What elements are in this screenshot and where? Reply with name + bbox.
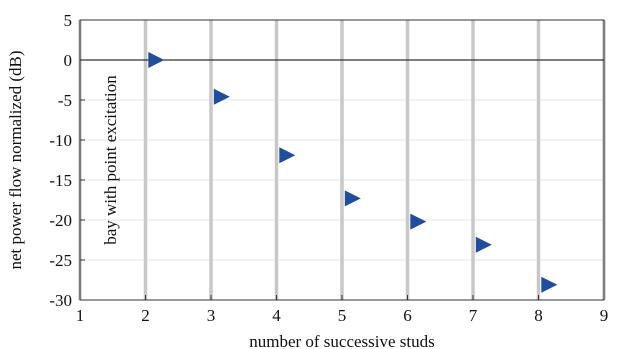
data-series xyxy=(148,52,558,293)
y-tick-label: -15 xyxy=(49,171,72,190)
x-axis: 1 2 3 4 5 6 7 8 9 xyxy=(76,295,609,325)
y-tick-label: -20 xyxy=(49,211,72,230)
data-point xyxy=(213,88,230,105)
y-tick-label: -5 xyxy=(58,91,72,110)
data-point xyxy=(344,190,361,207)
data-point xyxy=(410,213,427,230)
y-tick-label: -10 xyxy=(49,131,72,150)
x-axis-label: number of successive studs xyxy=(249,332,435,349)
annotation-label: bay with point excitation xyxy=(101,75,120,245)
x-tick-label: 2 xyxy=(141,306,150,325)
x-tick-label: 7 xyxy=(469,306,478,325)
data-point xyxy=(541,276,558,293)
y-axis: 5 0 -5 -10 -15 -20 -25 -30 xyxy=(49,11,85,310)
data-point xyxy=(279,147,296,164)
y-tick-label: 5 xyxy=(64,11,73,30)
x-tick-label: 5 xyxy=(338,306,347,325)
y-tick-label: -25 xyxy=(49,251,72,270)
y-axis-label: net power flow normalized (dB) xyxy=(6,50,25,269)
y-tick-label: -30 xyxy=(49,291,72,310)
data-point xyxy=(148,52,165,68)
data-point xyxy=(475,236,492,253)
x-tick-label: 4 xyxy=(272,306,281,325)
x-tick-label: 8 xyxy=(534,306,543,325)
y-tick-label: 0 xyxy=(64,51,73,70)
x-tick-label: 3 xyxy=(207,306,216,325)
x-tick-label: 1 xyxy=(76,306,85,325)
x-tick-label: 9 xyxy=(600,306,609,325)
x-tick-label: 6 xyxy=(403,306,412,325)
